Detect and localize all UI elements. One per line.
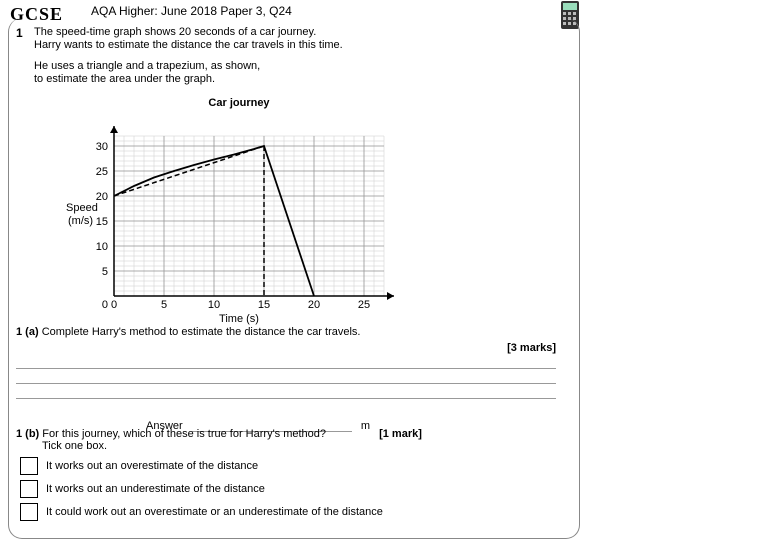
option-checkbox[interactable]	[20, 480, 38, 498]
svg-text:0: 0	[102, 299, 108, 311]
question-text-4: to estimate the area under the graph.	[34, 73, 215, 86]
svg-text:5: 5	[161, 299, 167, 311]
part-b-marks: [1 mark]	[379, 428, 422, 440]
part-b-sub: Tick one box.	[42, 440, 422, 452]
question-text-2: Harry wants to estimate the distance the…	[34, 39, 343, 52]
option-label: It could work out an overestimate or an …	[46, 506, 383, 518]
svg-text:Car journey: Car journey	[208, 97, 270, 109]
working-line-2[interactable]	[16, 369, 556, 384]
option-checkbox[interactable]	[20, 457, 38, 475]
question-text-3: He uses a triangle and a trapezium, as s…	[34, 60, 260, 73]
speed-time-graph: 0510152025510152025300Time (s)Speed(m/s)…	[60, 96, 420, 329]
svg-text:Time (s): Time (s)	[219, 313, 259, 325]
svg-text:15: 15	[258, 299, 270, 311]
working-line-1[interactable]	[16, 354, 556, 369]
part-a-text: Complete Harry's method to estimate the …	[42, 326, 361, 338]
svg-text:10: 10	[96, 241, 108, 253]
svg-text:25: 25	[96, 166, 108, 178]
svg-text:10: 10	[208, 299, 220, 311]
question-text-1: The speed-time graph shows 20 seconds of…	[34, 26, 316, 39]
option-row: It works out an underestimate of the dis…	[20, 480, 422, 498]
option-checkbox[interactable]	[20, 503, 38, 521]
paper-title: AQA Higher: June 2018 Paper 3, Q24	[85, 4, 298, 18]
option-row: It works out an overestimate of the dist…	[20, 457, 422, 475]
svg-text:Speed: Speed	[66, 202, 98, 214]
part-a-label: 1 (a)	[16, 326, 39, 338]
part-b-label: 1 (b)	[16, 428, 39, 440]
working-line-3[interactable]	[16, 384, 556, 399]
svg-text:0: 0	[111, 299, 117, 311]
part-a: 1 (a) Complete Harry's method to estimat…	[16, 326, 556, 432]
svg-text:(m/s): (m/s)	[68, 215, 93, 227]
option-label: It works out an underestimate of the dis…	[46, 483, 265, 495]
question-number: 1	[16, 26, 23, 40]
svg-text:5: 5	[102, 266, 108, 278]
svg-text:15: 15	[96, 216, 108, 228]
option-row: It could work out an overestimate or an …	[20, 503, 422, 521]
svg-text:20: 20	[308, 299, 320, 311]
option-label: It works out an overestimate of the dist…	[46, 460, 258, 472]
part-a-marks: [3 marks]	[16, 342, 556, 354]
svg-text:30: 30	[96, 141, 108, 153]
svg-text:25: 25	[358, 299, 370, 311]
part-b: 1 (b) For this journey, which of these i…	[16, 428, 422, 521]
part-b-text: For this journey, which of these is true…	[42, 428, 326, 440]
exam-page: GCSE AQA Higher: June 2018 Paper 3, Q24 …	[0, 0, 780, 540]
